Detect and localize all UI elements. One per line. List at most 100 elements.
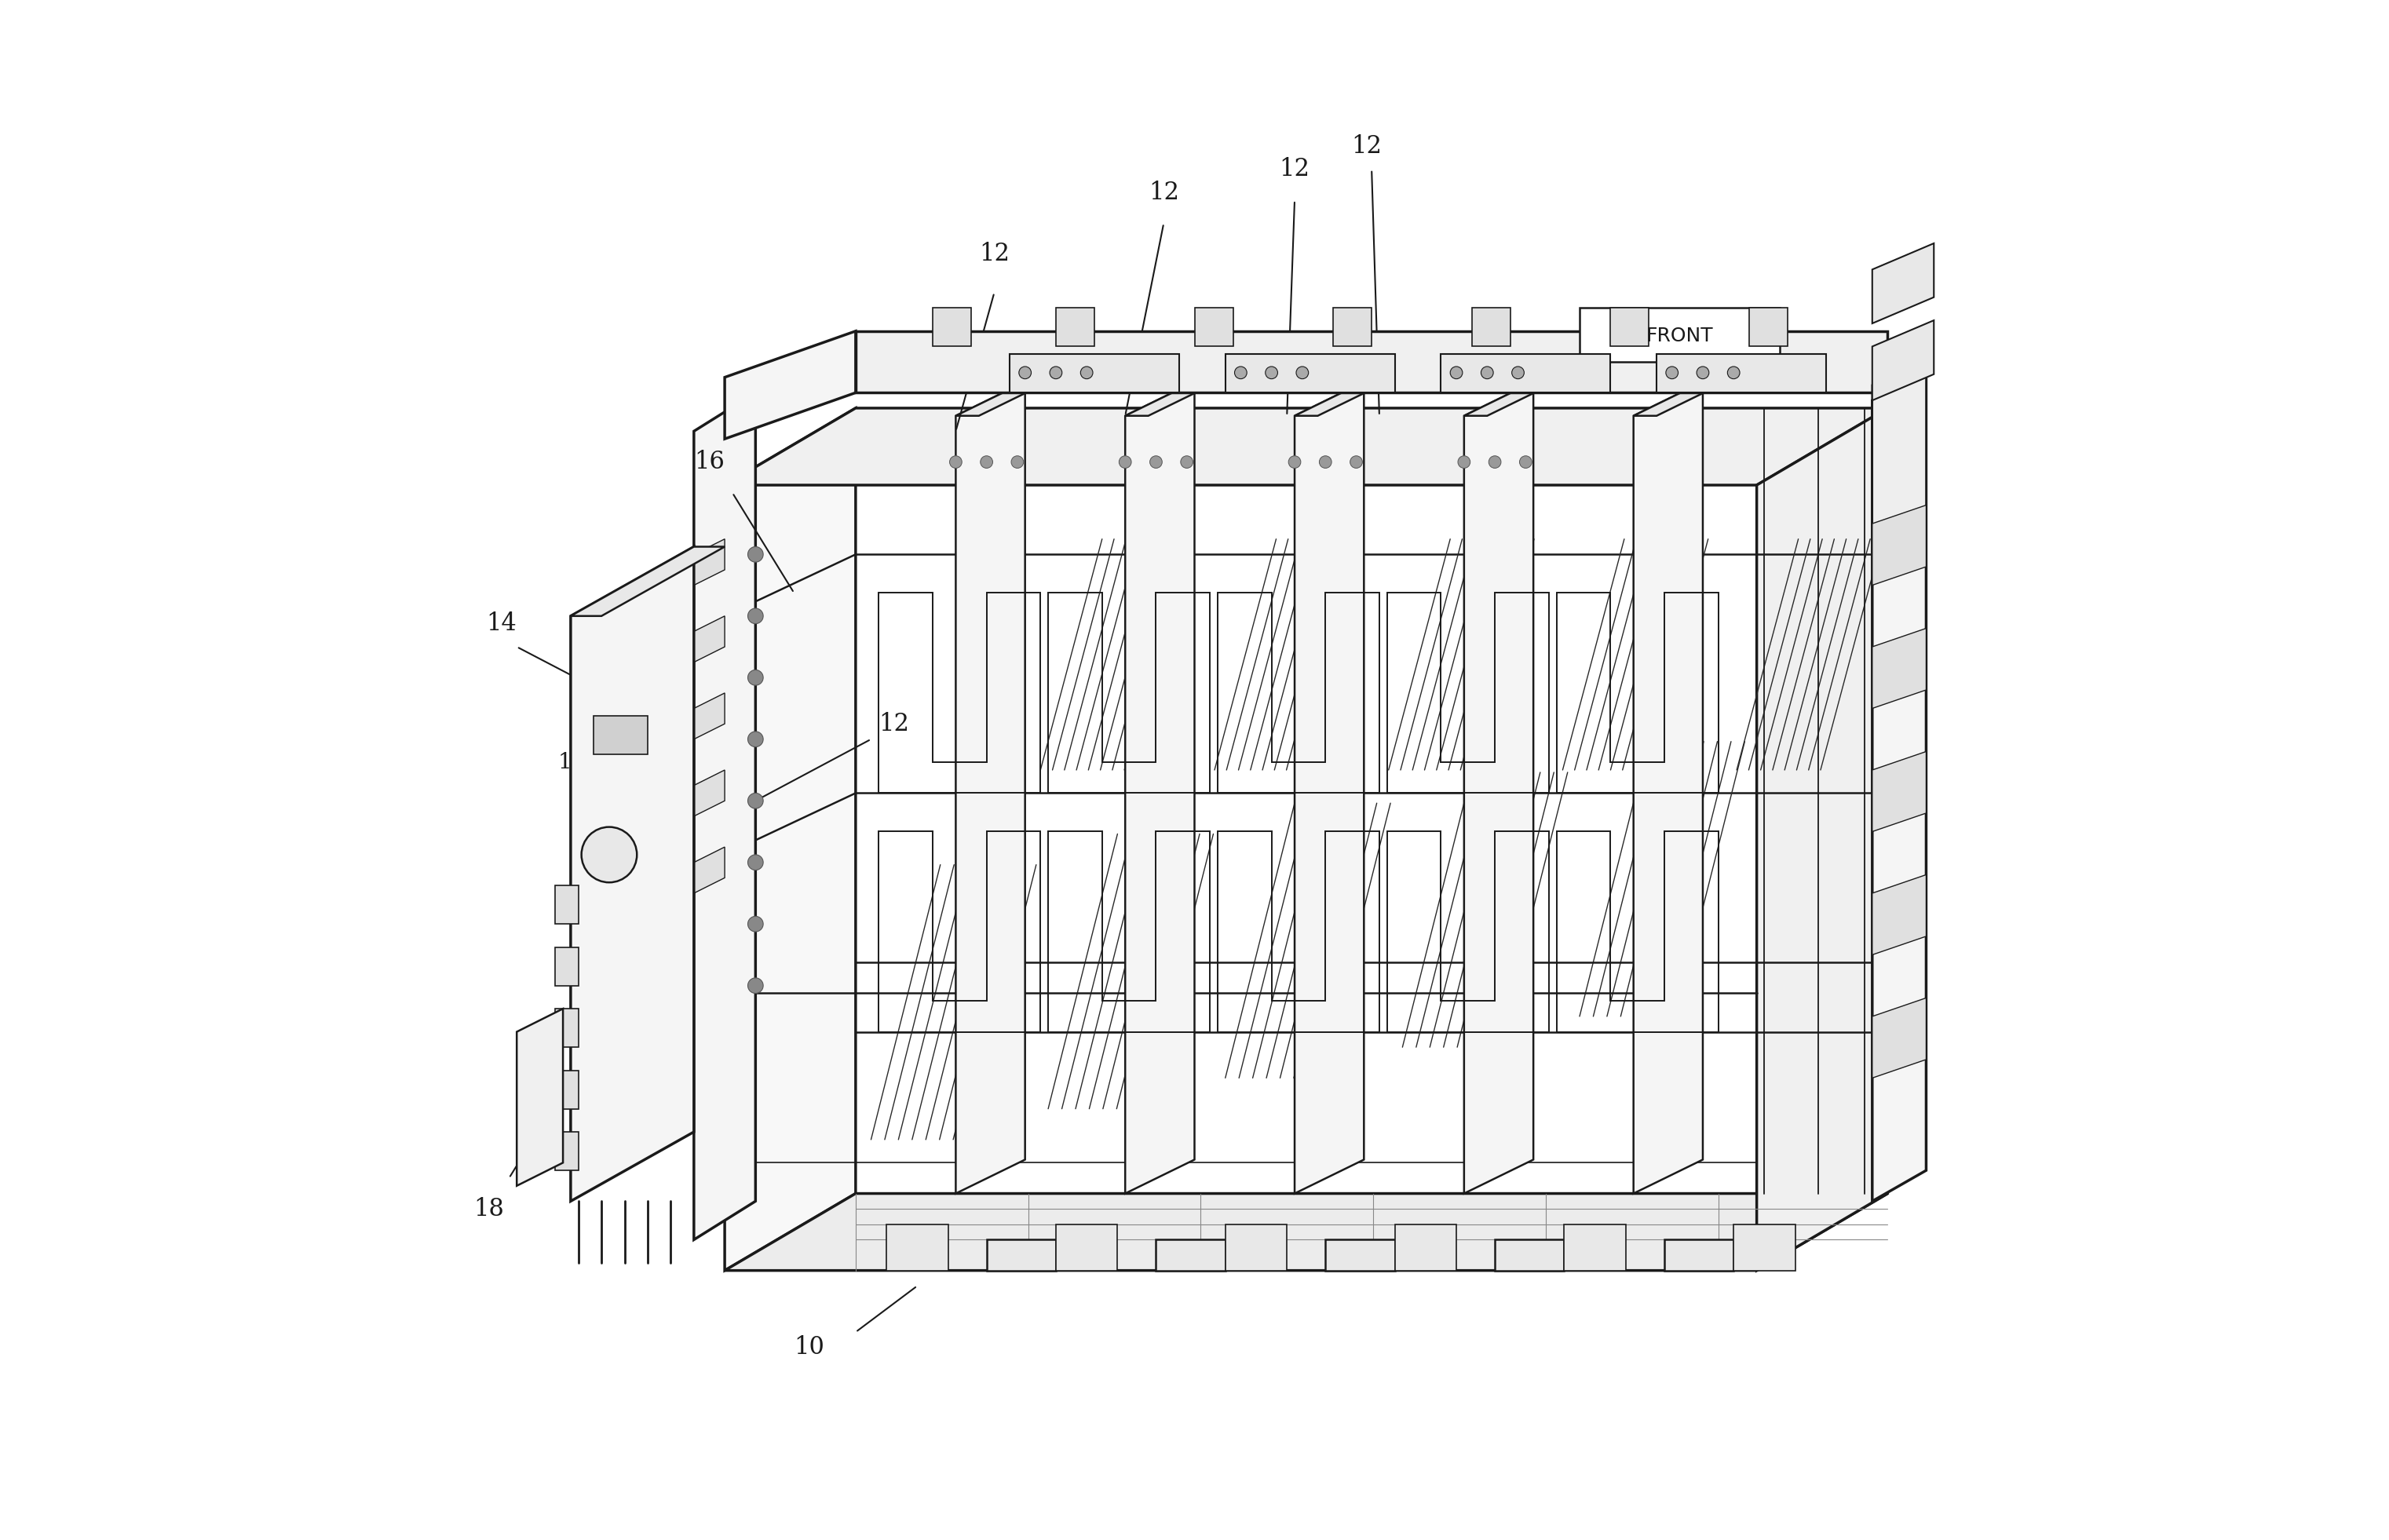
Circle shape — [1118, 456, 1132, 468]
Text: 12: 12 — [979, 242, 1011, 266]
Polygon shape — [1496, 1240, 1565, 1270]
Circle shape — [979, 456, 994, 468]
Text: 182: 182 — [557, 752, 600, 773]
Polygon shape — [1565, 1224, 1627, 1270]
Polygon shape — [571, 547, 693, 1201]
Circle shape — [1297, 367, 1309, 379]
Text: 12: 12 — [1149, 180, 1180, 205]
Polygon shape — [554, 1009, 578, 1047]
Polygon shape — [1441, 354, 1610, 393]
Polygon shape — [1873, 370, 1926, 1201]
Text: FRONT: FRONT — [1646, 326, 1713, 345]
Polygon shape — [724, 331, 855, 439]
Circle shape — [1350, 456, 1362, 468]
Polygon shape — [1665, 1240, 1734, 1270]
Polygon shape — [571, 547, 724, 616]
Text: 18: 18 — [473, 1197, 504, 1221]
Polygon shape — [886, 1224, 948, 1270]
Polygon shape — [1464, 382, 1534, 1194]
Text: 10: 10 — [793, 1335, 824, 1360]
Polygon shape — [693, 847, 724, 893]
Polygon shape — [1056, 1224, 1118, 1270]
Polygon shape — [1194, 308, 1233, 346]
Polygon shape — [693, 393, 755, 1240]
Polygon shape — [1873, 505, 1926, 585]
Circle shape — [1457, 456, 1469, 468]
Polygon shape — [956, 382, 1049, 416]
Polygon shape — [1579, 308, 1780, 362]
Circle shape — [1180, 456, 1192, 468]
Polygon shape — [1295, 382, 1364, 1194]
Polygon shape — [1326, 1240, 1395, 1270]
Polygon shape — [1226, 1224, 1288, 1270]
Circle shape — [1018, 367, 1032, 379]
Circle shape — [748, 670, 762, 685]
Polygon shape — [554, 947, 578, 986]
Text: 12: 12 — [1352, 134, 1383, 159]
Circle shape — [948, 456, 963, 468]
Circle shape — [1727, 367, 1739, 379]
Text: 14: 14 — [485, 611, 516, 636]
Circle shape — [1266, 367, 1278, 379]
Circle shape — [1488, 456, 1500, 468]
Circle shape — [1450, 367, 1462, 379]
Polygon shape — [1472, 308, 1510, 346]
Polygon shape — [1125, 382, 1218, 416]
Polygon shape — [1156, 1240, 1226, 1270]
Polygon shape — [595, 716, 647, 755]
Circle shape — [748, 547, 762, 562]
Polygon shape — [1226, 354, 1395, 393]
Polygon shape — [932, 308, 972, 346]
Polygon shape — [1873, 243, 1933, 323]
Circle shape — [1696, 367, 1708, 379]
Circle shape — [1519, 456, 1531, 468]
Circle shape — [1049, 367, 1063, 379]
Polygon shape — [1333, 308, 1371, 346]
Circle shape — [1319, 456, 1331, 468]
Text: 182: 182 — [557, 890, 600, 912]
Circle shape — [581, 827, 638, 882]
Circle shape — [748, 855, 762, 870]
Polygon shape — [554, 1132, 578, 1170]
Polygon shape — [693, 770, 724, 816]
Polygon shape — [1656, 354, 1825, 393]
Polygon shape — [1634, 382, 1725, 416]
Polygon shape — [987, 1240, 1056, 1270]
Polygon shape — [1395, 1224, 1457, 1270]
Circle shape — [1149, 456, 1161, 468]
Polygon shape — [693, 616, 724, 662]
Circle shape — [1080, 367, 1092, 379]
Polygon shape — [1734, 1224, 1794, 1270]
Circle shape — [1665, 367, 1677, 379]
Circle shape — [748, 916, 762, 932]
Polygon shape — [516, 1009, 564, 1186]
Polygon shape — [956, 382, 1025, 1194]
Circle shape — [1235, 367, 1247, 379]
Polygon shape — [1295, 382, 1388, 416]
Circle shape — [1288, 456, 1300, 468]
Polygon shape — [724, 408, 855, 1270]
Circle shape — [1512, 367, 1524, 379]
Polygon shape — [724, 408, 1887, 485]
Polygon shape — [1749, 308, 1787, 346]
Polygon shape — [554, 885, 578, 924]
Text: 12: 12 — [879, 711, 910, 736]
Polygon shape — [1756, 408, 1887, 1270]
Polygon shape — [1125, 382, 1194, 1194]
Circle shape — [748, 608, 762, 624]
Text: 16: 16 — [695, 450, 724, 474]
Polygon shape — [1873, 628, 1926, 708]
Polygon shape — [855, 331, 1887, 393]
Polygon shape — [554, 1070, 578, 1109]
Circle shape — [748, 793, 762, 809]
Polygon shape — [693, 539, 724, 585]
Polygon shape — [1873, 752, 1926, 832]
Polygon shape — [1634, 382, 1703, 1194]
Circle shape — [748, 978, 762, 993]
Circle shape — [748, 731, 762, 747]
Polygon shape — [1464, 382, 1558, 416]
Polygon shape — [724, 1194, 1887, 1270]
Polygon shape — [1056, 308, 1094, 346]
Polygon shape — [1873, 998, 1926, 1078]
Text: 12: 12 — [1281, 157, 1309, 182]
